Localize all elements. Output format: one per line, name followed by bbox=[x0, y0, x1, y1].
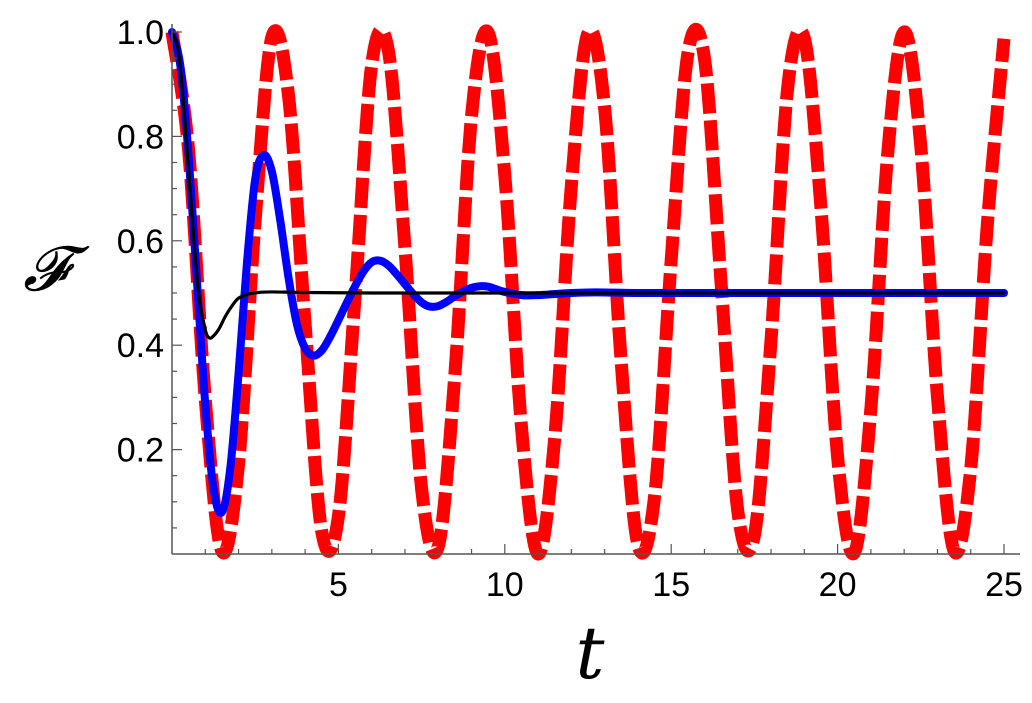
tick-labels: 5 10 15 20 25 0.2 0.4 0.6 0.8 1.0 bbox=[117, 14, 1023, 604]
axes bbox=[171, 24, 1020, 555]
y-tick-label: 0.6 bbox=[117, 223, 164, 261]
y-axis-title: 𝓕 bbox=[23, 232, 90, 305]
y-tick-label: 0.2 bbox=[117, 432, 164, 470]
series-line-red-dashed bbox=[165, 22, 1011, 561]
x-tick-label: 25 bbox=[985, 566, 1023, 604]
x-tick-label: 5 bbox=[329, 566, 348, 604]
x-tick-label: 20 bbox=[819, 566, 857, 604]
x-axis-title: t bbox=[576, 611, 606, 695]
x-tick-label: 10 bbox=[486, 566, 524, 604]
series-line-black bbox=[170, 30, 1006, 340]
y-tick-label: 0.8 bbox=[117, 118, 164, 156]
x-tick-label: 15 bbox=[652, 566, 690, 604]
y-tick-label: 1.0 bbox=[117, 14, 164, 52]
tick-marks bbox=[172, 31, 1005, 554]
y-tick-label: 0.4 bbox=[117, 327, 164, 365]
series-layer bbox=[165, 22, 1011, 561]
